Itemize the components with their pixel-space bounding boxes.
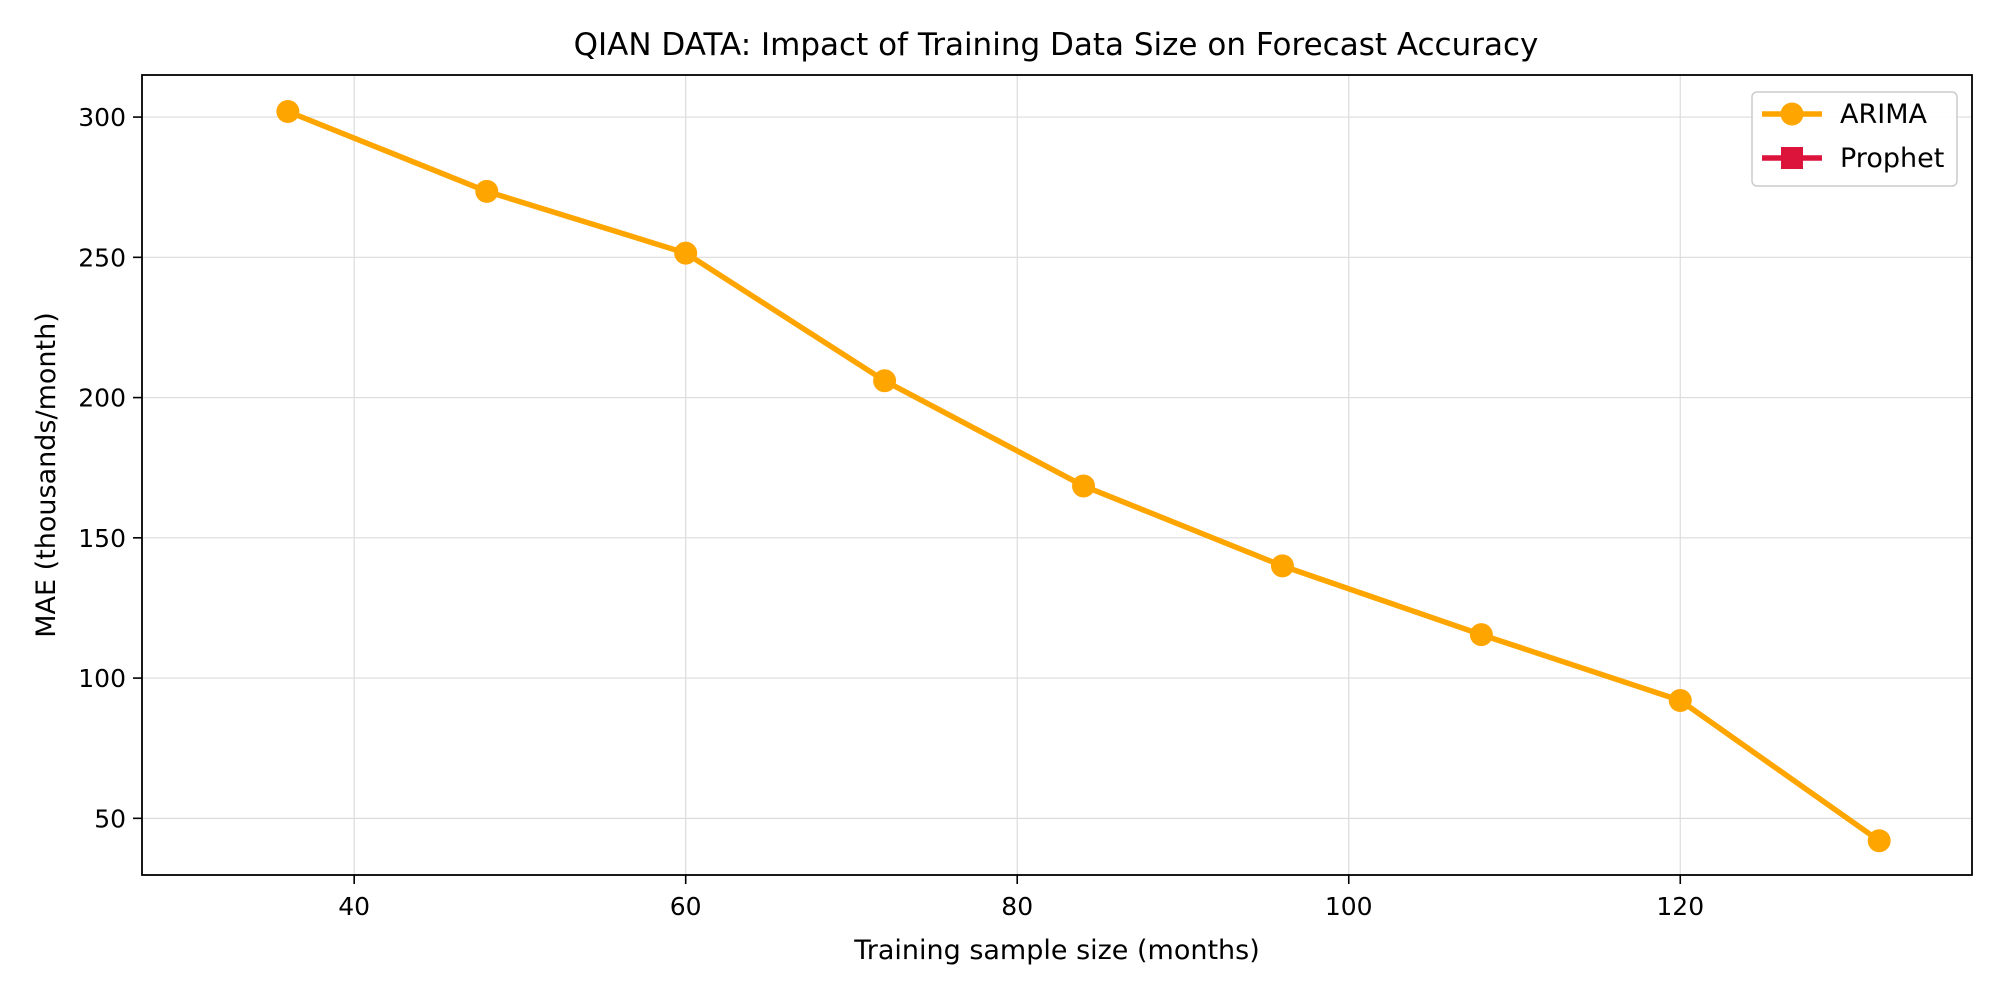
- prophet-legend-marker: [1781, 147, 1803, 169]
- arima-data-point: [873, 369, 897, 393]
- y-tick-label: 200: [78, 384, 126, 413]
- arima-data-point: [276, 99, 300, 123]
- axis-ticks: 40 60 80 100 120 50 100 150 200 250 300: [78, 103, 1704, 921]
- x-tick-label: 100: [1325, 892, 1373, 921]
- x-tick-label: 40: [338, 892, 370, 921]
- arima-data-point: [1469, 623, 1493, 647]
- arima-data-point: [475, 179, 499, 203]
- arima-data-point: [1072, 474, 1096, 498]
- y-tick-label: 50: [94, 804, 126, 833]
- x-tick-label: 60: [670, 892, 702, 921]
- x-tick-label: 80: [1001, 892, 1033, 921]
- y-tick-label: 150: [78, 524, 126, 553]
- x-axis-label: Training sample size (months): [853, 935, 1260, 966]
- arima-legend-marker: [1780, 102, 1804, 126]
- legend: ARIMA Prophet: [1751, 91, 1958, 187]
- y-tick-label: 100: [78, 664, 126, 693]
- y-axis-label: MAE (thousands/month): [31, 312, 62, 637]
- arima-data-point: [1867, 829, 1891, 853]
- arima-data-point: [674, 241, 698, 265]
- arima-legend-label: ARIMA: [1840, 99, 1927, 130]
- arima-data-point: [1270, 554, 1294, 578]
- y-tick-label: 250: [78, 243, 126, 272]
- y-tick-label: 300: [78, 103, 126, 132]
- chart-title: QIAN DATA: Impact of Training Data Size …: [574, 27, 1539, 63]
- x-tick-label: 120: [1656, 892, 1704, 921]
- data-series: [276, 99, 1891, 853]
- prophet-legend-label: Prophet: [1840, 143, 1944, 174]
- plot-area-frame: [141, 74, 1973, 876]
- grid-lines: [142, 75, 1972, 875]
- arima-data-point: [1668, 689, 1692, 713]
